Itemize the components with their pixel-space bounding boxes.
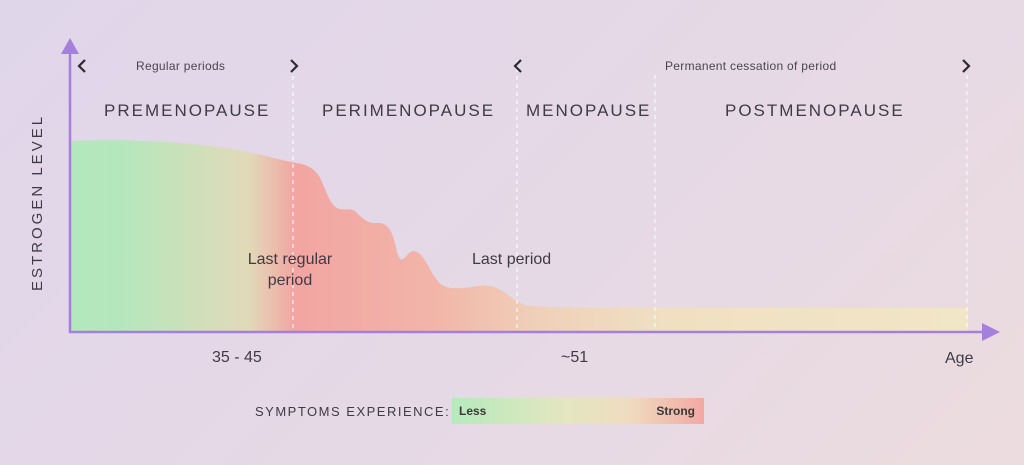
legend-title: SYMPTOMS EXPERIENCE: xyxy=(255,404,451,419)
phase-label-postmenopause: POSTMENOPAUSE xyxy=(725,101,905,120)
x-axis-label-age: Age xyxy=(945,350,974,367)
axes xyxy=(61,38,1000,341)
age-tick-35-45: 35 - 45 xyxy=(212,349,262,366)
chevron-left-icon xyxy=(77,59,86,73)
event-label-last-regular-period: Last regular period xyxy=(247,251,333,289)
chevron-left-icon xyxy=(513,59,522,73)
phase-label-premenopause: PREMENOPAUSE xyxy=(104,101,271,120)
phase-label-perimenopause: PERIMENOPAUSE xyxy=(322,101,496,120)
chevron-right-icon xyxy=(962,59,971,73)
phase-dividers xyxy=(292,60,968,331)
phase-label-menopause: MENOPAUSE xyxy=(526,101,652,120)
symptoms-gradient-legend: Less Strong xyxy=(452,398,704,424)
bracket-label-permanent-cessation: Permanent cessation of period xyxy=(665,59,837,73)
legend-high-label: Strong xyxy=(656,404,695,418)
legend-low-label: Less xyxy=(459,404,487,418)
estrogen-level-area xyxy=(70,140,968,331)
y-axis-label: ESTROGEN LEVEL xyxy=(29,113,46,291)
y-axis-arrow-icon xyxy=(61,38,79,54)
x-axis-arrow-icon xyxy=(982,323,1000,341)
bracket-label-regular-periods: Regular periods xyxy=(136,59,226,73)
age-tick-51: ~51 xyxy=(561,349,589,366)
chevron-right-icon xyxy=(290,59,299,73)
event-label-last-period: Last period xyxy=(472,251,552,268)
